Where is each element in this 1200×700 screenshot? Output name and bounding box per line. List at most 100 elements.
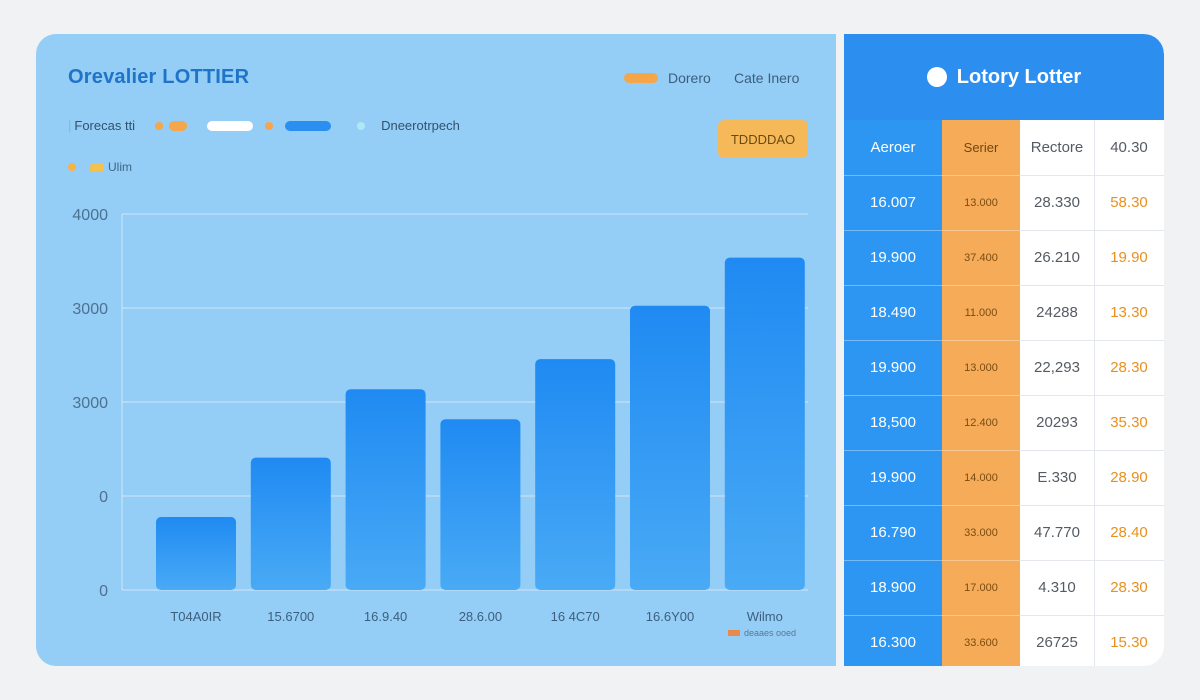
table-panel: Lotory Lotter Aeroer Serier Rectore 40.3… [844,34,1164,666]
filter-right-label: Dneerotrpech [381,118,460,133]
table-cell: 13.000 [964,361,998,374]
row-divider [844,230,1020,231]
filter-pill-blue[interactable] [285,120,332,131]
row-divider [1020,560,1164,561]
table-cell: 16.790 [870,524,916,541]
table-cell: 18.900 [870,579,916,596]
filter-row: | Forecas tti Dneerotrpech [68,118,460,133]
y-tick-label: 0 [99,489,108,506]
filter-dot-cyan[interactable] [357,121,366,130]
x-tick-label: 16.9.40 [364,609,407,624]
table-cell: 26725 [1036,634,1078,651]
table-row[interactable]: 19.900 13.000 22,293 28.30 [844,340,1164,395]
bar[interactable] [440,419,521,590]
weather-icon [90,163,104,171]
table-cell: E.330 [1037,469,1077,486]
legend-swatch [624,73,658,83]
table-row[interactable]: 16.007 13.000 28.330 58.30 [844,175,1164,230]
table-cell: 14.000 [964,471,998,484]
bar[interactable] [535,359,616,590]
column-divider [1094,120,1095,666]
table-cell: 16.300 [870,634,916,651]
bar[interactable] [630,305,710,590]
table-cell: 19.900 [870,359,916,376]
sub-legend: Ulim [68,160,132,174]
x-tick-label: 16 4C70 [551,609,600,624]
table-header-row: Aeroer Serier Rectore 40.30 [844,120,1164,175]
table-cell: 58.30 [1110,194,1148,211]
table-cell: 13.30 [1110,304,1148,321]
table-cell: 26.210 [1034,249,1080,266]
header-cell[interactable]: Aeroer [870,139,916,156]
row-divider [1020,285,1164,286]
row-divider [844,450,1020,451]
x-tick-label: 15.6700 [267,609,314,624]
table-cell: 11.000 [964,306,998,319]
filter-dot-orange[interactable] [155,121,164,130]
row-divider [1020,615,1164,616]
bar[interactable] [724,257,805,590]
table-cell: 37.400 [964,251,998,264]
row-divider [1020,395,1164,396]
row-divider [844,285,1020,286]
legend-label: Cate Inero [734,70,800,86]
table-cell: 22,293 [1034,359,1080,376]
chart-title: Orevalier LOTTIER [68,66,250,88]
row-divider [1020,450,1164,451]
bar[interactable] [345,389,426,590]
circle-icon [926,67,947,87]
table-row[interactable]: 16.790 33.000 47.770 28.40 [844,505,1164,560]
bar[interactable] [156,517,236,590]
column-bg-orange [942,120,1020,666]
table-row[interactable]: 19.900 37.400 26.210 19.90 [844,230,1164,285]
header-cell[interactable]: Rectore [1030,139,1084,156]
legend-label: Dorero [668,70,711,86]
row-divider [844,505,1020,506]
bottom-legend-label: deaaes ooed [744,628,797,638]
table-cell: 28.30 [1110,579,1148,596]
filter-marker: | [68,118,72,133]
table-cell: 18.490 [870,304,916,321]
row-divider [1020,230,1164,231]
row-divider [844,340,1020,341]
table-cell: 16.007 [870,194,916,211]
y-tick-label: 3000 [72,301,108,318]
row-divider [844,615,1020,616]
x-tick-label: 16.6Y00 [646,609,694,624]
table-cell: 28.90 [1110,469,1148,486]
filter-pill-white[interactable] [207,120,254,131]
table-header: Lotory Lotter [844,34,1164,120]
bar[interactable] [250,457,331,590]
header-cell[interactable]: 40.30 [1110,139,1148,156]
table-row[interactable]: 18.900 17.000 4.310 28.30 [844,560,1164,615]
table-cell: 19.90 [1110,249,1148,266]
table-row[interactable]: 16.300 33.600 26725 15.30 [844,615,1164,666]
table-row[interactable]: 18,500 12.400 20293 35.30 [844,395,1164,450]
table-row[interactable]: 19.900 14.000 E.330 28.90 [844,450,1164,505]
filter-label: Forecas tti [74,118,136,133]
table-cell: 28.30 [1110,359,1148,376]
table-row[interactable]: 18.490 11.000 24288 13.30 [844,285,1164,340]
table-cell: 20293 [1036,414,1078,431]
chart-panel: Orevalier LOTTIER Dorero Cate Inero | Fo… [36,34,836,666]
table-cell: 15.30 [1110,634,1148,651]
table-cell: 19.900 [870,469,916,486]
y-tick-label: 0 [99,583,108,600]
row-divider [1020,175,1164,176]
filter-pill-orange[interactable] [169,120,188,131]
legend-item-cate[interactable]: Cate Inero [734,70,799,86]
bottom-legend: deaaes ooed [728,628,796,638]
table-title: Lotory Lotter [956,65,1082,88]
table-cell: 18,500 [870,414,916,431]
table-cell: 4.310 [1038,579,1076,596]
table-cell: 35.30 [1110,414,1148,431]
legend-item-dorero[interactable]: Dorero [624,70,711,86]
filter-dot-orange-2[interactable] [265,121,274,130]
header-cell[interactable]: Serier [963,140,999,155]
highlight-badge[interactable]: TDDDDAO [718,120,808,158]
table-cell: 28.40 [1110,524,1148,541]
y-tick-label: 3000 [72,395,108,412]
bar-chart: 0 0 3000 3000 4000 T04A0IR 15.6700 16.9.40 28.6… [72,207,808,624]
row-divider [844,395,1020,396]
bottom-legend-swatch [728,630,740,636]
